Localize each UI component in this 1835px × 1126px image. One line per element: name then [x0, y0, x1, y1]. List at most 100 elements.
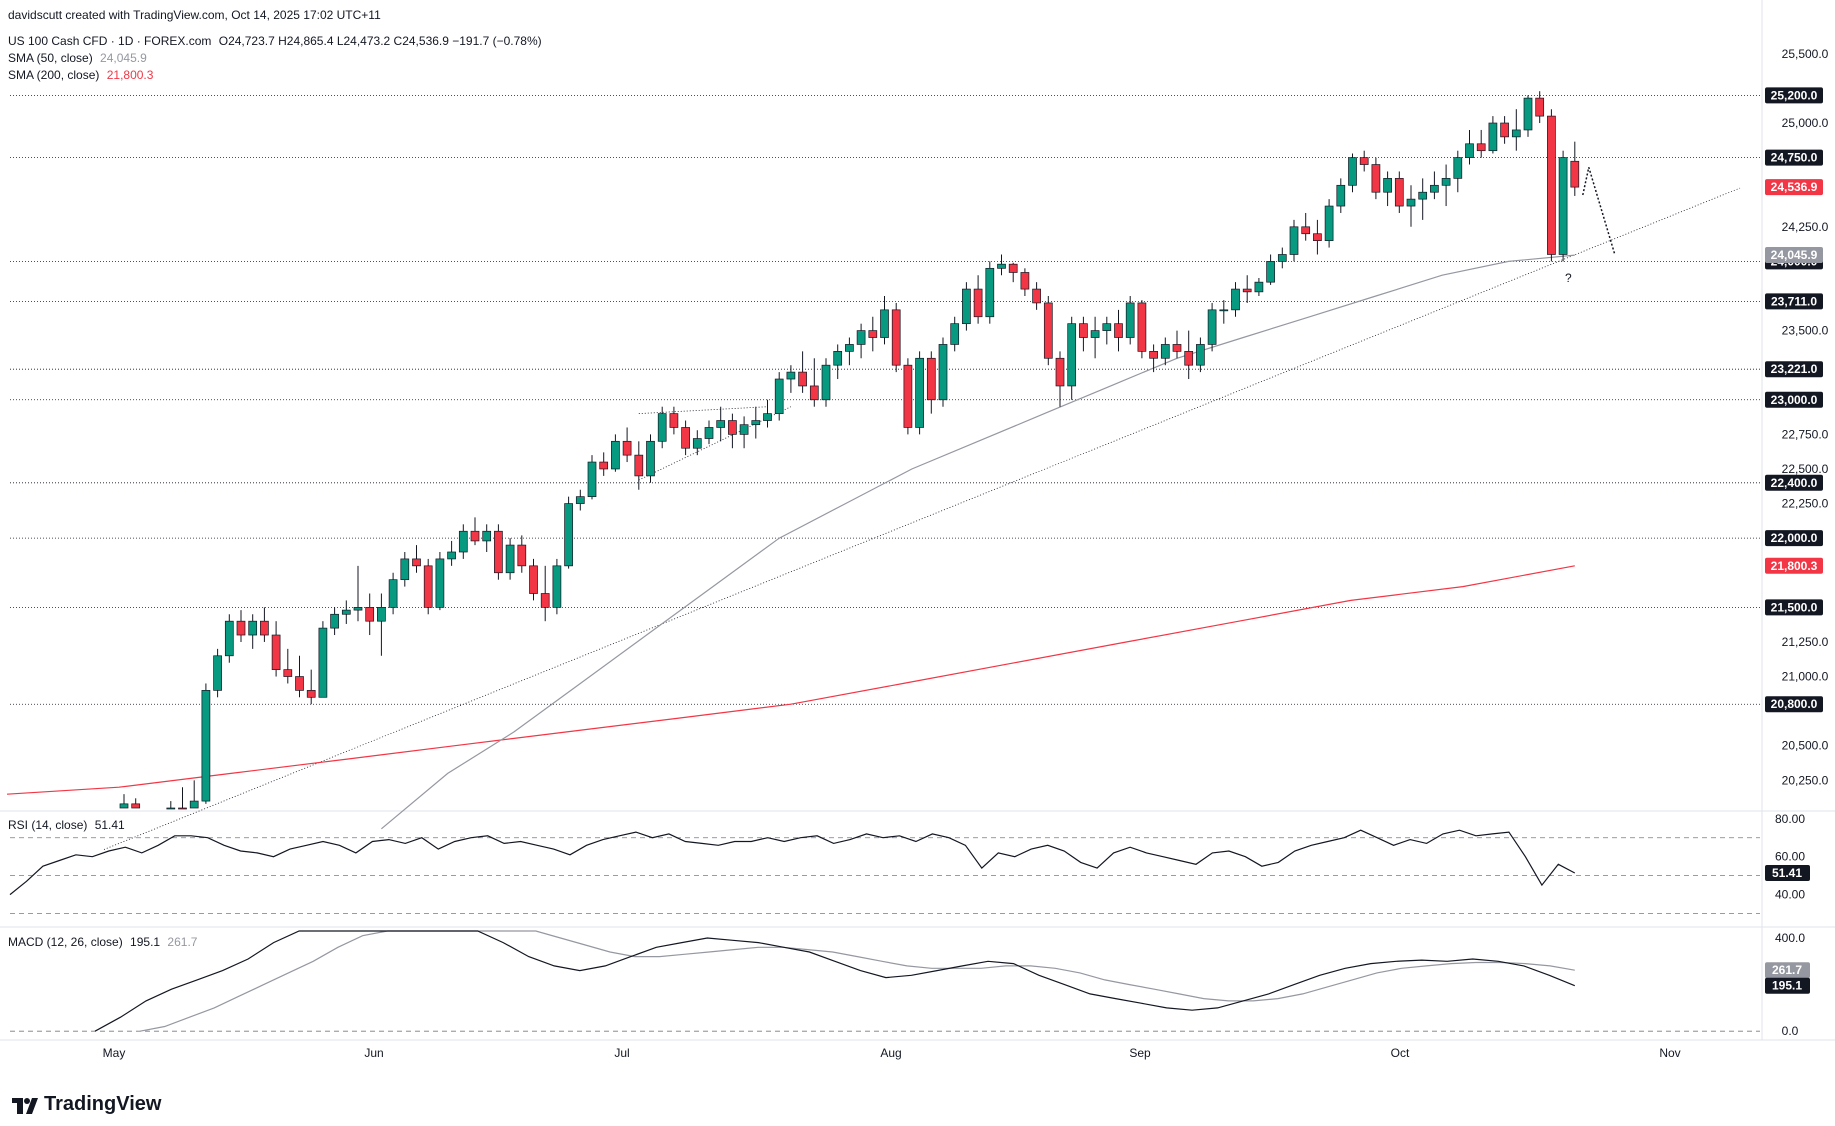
rsi-legend[interactable]: RSI (14, close) 51.41 [8, 818, 129, 832]
rsi-tick-label: 80.00 [1775, 812, 1805, 826]
level-tag-label: 25,200.0 [1771, 88, 1818, 102]
symbol-name[interactable]: US 100 Cash CFD · 1D · FOREX.com [8, 34, 212, 48]
candle-down [178, 807, 187, 810]
rsi-value: 51.41 [94, 818, 125, 832]
candle-down [798, 371, 807, 387]
candle-down [1114, 323, 1123, 338]
candle-down [470, 530, 480, 542]
level-tag [1765, 293, 1823, 310]
macd-signal-line [139, 930, 1575, 1032]
candle-down [1476, 143, 1486, 152]
candle-down [973, 288, 983, 318]
candle-up [997, 263, 1006, 269]
candle-up [985, 267, 995, 318]
candle-up [657, 413, 667, 442]
candle-up [575, 496, 585, 504]
sma50-legend[interactable]: SMA (50, close) 24,045.9 [8, 51, 151, 65]
tradingview-logo[interactable]: TradingView [12, 1093, 161, 1116]
candle-down [599, 461, 609, 470]
price-tags: 25,200.024,750.024,000.023,711.023,221.0… [1765, 87, 1823, 713]
candle-up [1441, 178, 1451, 186]
moving-averages [6, 254, 1575, 830]
candle-up [388, 579, 398, 608]
candle-up [482, 530, 492, 542]
macd-label: MACD (12, 26, close) [8, 935, 123, 949]
candle-up [1348, 157, 1357, 186]
candle-up [341, 609, 351, 615]
price-tag-label: 24,045.9 [1771, 248, 1818, 262]
candle-down [306, 690, 316, 698]
rsi-tag [1765, 864, 1810, 881]
candle-up [400, 558, 410, 581]
price-tick-label: 23,500.0 [1782, 324, 1829, 338]
candle-down [1242, 288, 1252, 293]
level-tag-label: 23,711.0 [1771, 294, 1817, 308]
candle-up [1102, 323, 1112, 331]
macd-legend[interactable]: MACD (12, 26, close) 195.1 261.7 [8, 935, 201, 949]
sma50-label: SMA (50, close) [8, 51, 93, 65]
level-tag-label: 21,500.0 [1771, 600, 1818, 614]
candle-down [494, 530, 503, 574]
sma200-legend[interactable]: SMA (200, close) 21,800.3 [8, 68, 157, 82]
level-tag [1765, 149, 1823, 166]
level-tag-label: 24,750.0 [1771, 151, 1818, 165]
candle-up [1453, 157, 1463, 179]
candle-up [1511, 129, 1521, 138]
price-tick-label: 20,250.0 [1782, 773, 1829, 787]
candle-down [1313, 233, 1322, 241]
candle-up [1383, 178, 1392, 193]
candle-up [1125, 302, 1135, 338]
price-axis: 25,500.0 25,000.0 24,250.0 23,500.0 22,750.0… [1782, 47, 1829, 787]
level-tag-label: 22,400.0 [1771, 476, 1818, 490]
candle-down [271, 634, 281, 670]
level-tag [1765, 361, 1823, 378]
candle-down [903, 364, 913, 428]
candle-down [1079, 323, 1088, 338]
candle-up [1196, 344, 1205, 366]
candle-down [236, 620, 246, 636]
macd-signal-tag-label: 261.7 [1772, 963, 1802, 977]
time-tick-label: May [103, 1046, 126, 1060]
candle-up [505, 544, 515, 574]
sma50-line [381, 254, 1575, 830]
candle-up [1558, 157, 1568, 255]
candle-down [1301, 226, 1311, 235]
candle-up [587, 461, 597, 497]
symbol-line: US 100 Cash CFD · 1D · FOREX.com O24,723… [8, 34, 546, 48]
candle-down [1149, 351, 1158, 359]
price-tick-label: 21,000.0 [1782, 670, 1829, 684]
candle-up [880, 309, 889, 338]
candle-up [201, 690, 211, 802]
time-tick-label: Jun [364, 1046, 383, 1060]
macd-tag-label: 195.1 [1772, 979, 1802, 993]
price-tag [1765, 247, 1823, 264]
candle-up [458, 530, 468, 553]
candle-up [1207, 309, 1217, 345]
tradingview-logo-icon [12, 1097, 38, 1114]
time-axis: May Jun Jul Aug Sep Oct Nov [103, 1046, 1681, 1060]
candle-down [669, 413, 679, 428]
candle-up [166, 807, 176, 810]
candle-up [1523, 97, 1533, 131]
candle-up [377, 607, 386, 622]
time-tick-label: Aug [880, 1046, 901, 1060]
sma200-line [6, 565, 1575, 795]
price-tick-label: 25,500.0 [1782, 47, 1829, 61]
price-tick-label: 24,250.0 [1782, 220, 1829, 234]
candle-up [646, 440, 655, 477]
rsi-tick-label: 40.00 [1775, 888, 1805, 902]
horizontal-levels [10, 94, 1760, 705]
candle-down [423, 565, 433, 608]
candle-up [119, 803, 129, 809]
tradingview-brand: TradingView [44, 1093, 162, 1115]
candle-up [1418, 191, 1428, 200]
price-tick-label: 25,000.0 [1782, 116, 1829, 130]
candle-up [1160, 344, 1170, 359]
macd-signal-value: 261.7 [167, 935, 198, 949]
candle-up [833, 351, 843, 366]
candle-up [774, 378, 784, 414]
candle-up [1488, 122, 1498, 152]
candle-up [938, 344, 948, 401]
candle-up [692, 438, 702, 449]
